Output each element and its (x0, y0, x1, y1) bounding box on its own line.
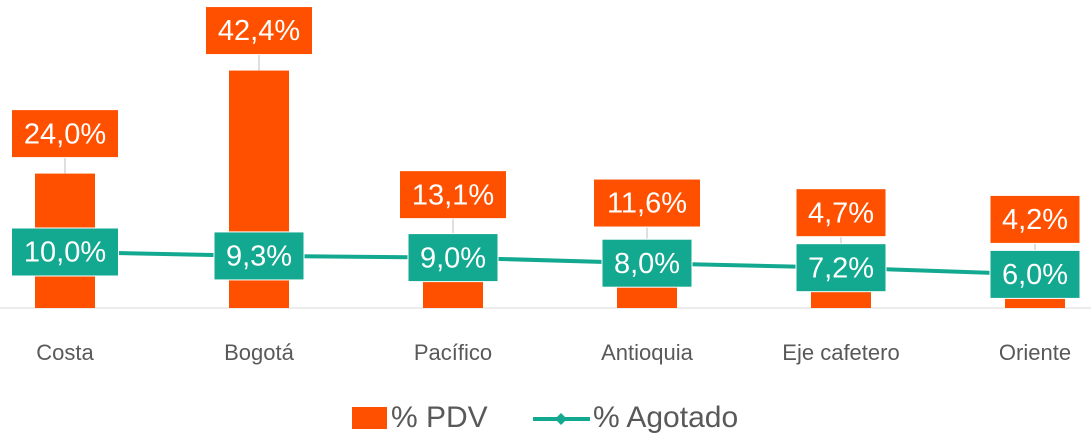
line-value-label: 6,0% (1002, 259, 1068, 291)
bar-value-label-box (205, 6, 313, 56)
bar-value-label: 11,6% (607, 188, 687, 220)
bar-value-label: 24,0% (24, 118, 106, 150)
line (64, 250, 1036, 277)
bar-value-label-box (399, 170, 507, 220)
x-tick-label: Costa (36, 340, 94, 365)
x-tick-label: Oriente (999, 340, 1071, 365)
line-value-label: 7,2% (808, 252, 874, 284)
x-tick-label: Antioquia (601, 340, 694, 365)
legend-label: % Agotado (593, 401, 738, 434)
bar-value-label: 13,1% (412, 179, 494, 211)
bar-value-label-box (989, 194, 1081, 244)
line-value-label-box (795, 243, 887, 293)
bar-value-label-box (795, 188, 887, 238)
line-value-label-box (989, 249, 1081, 299)
x-tick-label: Pacífico (414, 340, 492, 365)
line-value-label: 10,0% (24, 237, 106, 269)
line-value-label-box (601, 238, 693, 288)
bar-value-label-box (11, 109, 119, 159)
bar-value-label: 4,2% (1002, 204, 1068, 236)
bar-value-label: 42,4% (218, 15, 300, 47)
legend-swatch (352, 407, 387, 429)
line-value-label: 9,3% (226, 241, 292, 273)
line-value-label: 9,0% (420, 242, 486, 274)
x-tick-label: Eje cafetero (782, 340, 899, 365)
line-value-label: 8,0% (614, 248, 680, 280)
bar-value-label-box (593, 178, 701, 228)
line-value-label-box (407, 233, 499, 283)
line-value-label-box (213, 231, 305, 281)
line-value-label-box (11, 227, 119, 277)
bar-value-label: 4,7% (808, 197, 874, 229)
legend-marker (555, 413, 567, 425)
legend-label: % PDV (391, 401, 488, 434)
x-tick-label: Bogotá (224, 340, 294, 365)
